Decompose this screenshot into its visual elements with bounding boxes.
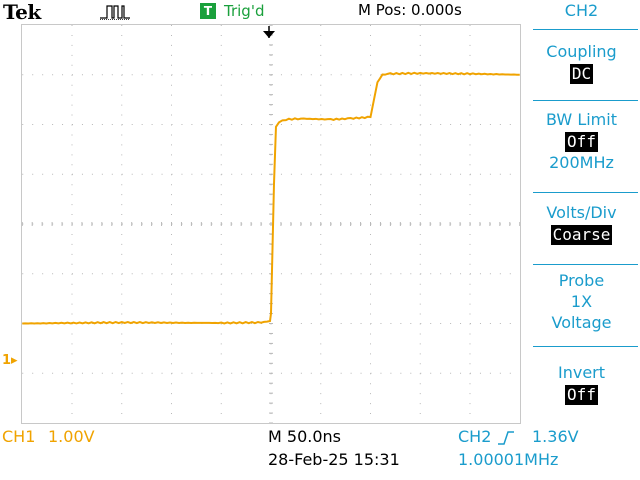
volts-div-label: Volts/Div	[546, 203, 617, 222]
top-status-bar: Tek T Trig'd M Pos: 0.000s	[0, 0, 640, 24]
frequency-readout: 1.00001MHz	[458, 450, 559, 469]
bw-limit-value: Off	[565, 132, 598, 152]
volts-div-value: Coarse	[550, 225, 613, 245]
ch1-ground-marker: 1▸	[2, 353, 18, 368]
trigger-status-text: Trig'd	[224, 2, 265, 20]
bw-limit-sub: 200MHz	[549, 153, 614, 172]
menu-divider	[533, 192, 638, 193]
coupling-value: DC	[569, 64, 594, 84]
probe-label: Probe	[558, 271, 605, 290]
menu-channel-title: CH2	[564, 1, 599, 20]
trigger-level: 1.36V	[532, 427, 579, 446]
coupling-label: Coupling	[546, 42, 617, 61]
ch1-volts-per-div: 1.00V	[48, 427, 95, 446]
horizontal-position: M Pos: 0.000s	[358, 1, 462, 19]
menu-divider	[533, 100, 638, 101]
invert-value: Off	[565, 385, 598, 405]
ch1-waveform-trace	[22, 71, 520, 325]
side-menu: CH2 Coupling DC BW Limit Off 200MHz Volt…	[523, 0, 640, 480]
coupling-button[interactable]: Coupling DC	[523, 41, 640, 84]
trigger-badge: T	[200, 3, 216, 19]
run-pulse-icon	[100, 5, 130, 20]
ch1-marker-arrow: ▸	[11, 353, 18, 368]
bottom-status-bar: CH1 1.00V M 50.0ns 28-Feb-25 15:31 CH2 1…	[0, 425, 640, 480]
ch1-label: CH1	[2, 427, 36, 446]
invert-label: Invert	[557, 363, 606, 382]
brand-logo: Tek	[3, 0, 41, 24]
waveform-display	[21, 24, 521, 424]
rising-edge-icon	[498, 431, 514, 445]
probe-button[interactable]: Probe 1X Voltage	[523, 270, 640, 333]
trigger-source: CH2	[458, 427, 492, 446]
menu-divider	[533, 346, 638, 347]
probe-type: Voltage	[551, 313, 612, 332]
timebase-readout: M 50.0ns	[268, 427, 341, 446]
trigger-position-icon	[263, 26, 275, 38]
menu-divider	[533, 264, 638, 265]
date-time-readout: 28-Feb-25 15:31	[268, 450, 400, 469]
menu-divider	[533, 29, 638, 30]
probe-attenuation: 1X	[570, 292, 593, 311]
bw-limit-label: BW Limit	[546, 110, 617, 129]
volts-div-button[interactable]: Volts/Div Coarse	[523, 202, 640, 245]
invert-button[interactable]: Invert Off	[523, 362, 640, 405]
ch1-marker-label: 1	[2, 353, 12, 368]
bw-limit-button[interactable]: BW Limit Off 200MHz	[523, 109, 640, 173]
